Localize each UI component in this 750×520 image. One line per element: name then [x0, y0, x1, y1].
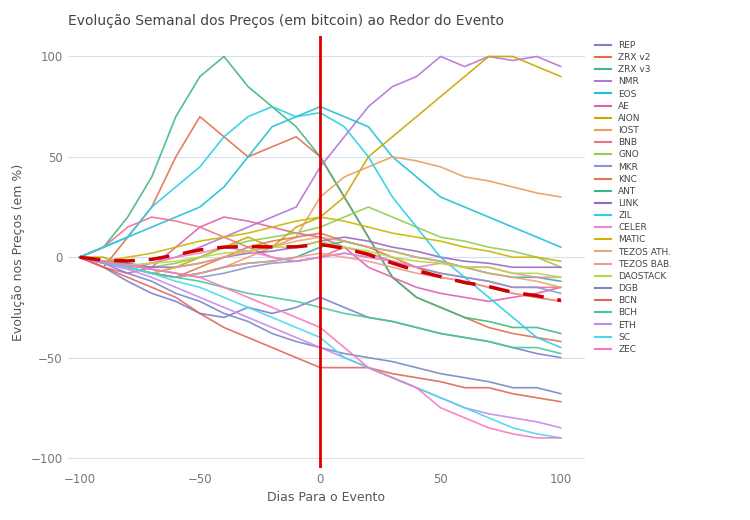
Text: Evolução Semanal dos Preços (em bitcoin) ao Redor do Evento: Evolução Semanal dos Preços (em bitcoin)… [68, 14, 503, 28]
Y-axis label: Evolução nos Preços (em %): Evolução nos Preços (em %) [12, 164, 25, 341]
Legend: REP, ZRX v2, ZRX v3, NMR, EOS, AE, AION, IOST, BNB, GNO, MKR, KNC, ANT, LINK, ZI: REP, ZRX v2, ZRX v3, NMR, EOS, AE, AION,… [595, 41, 672, 354]
X-axis label: Dias Para o Evento: Dias Para o Evento [267, 491, 386, 504]
